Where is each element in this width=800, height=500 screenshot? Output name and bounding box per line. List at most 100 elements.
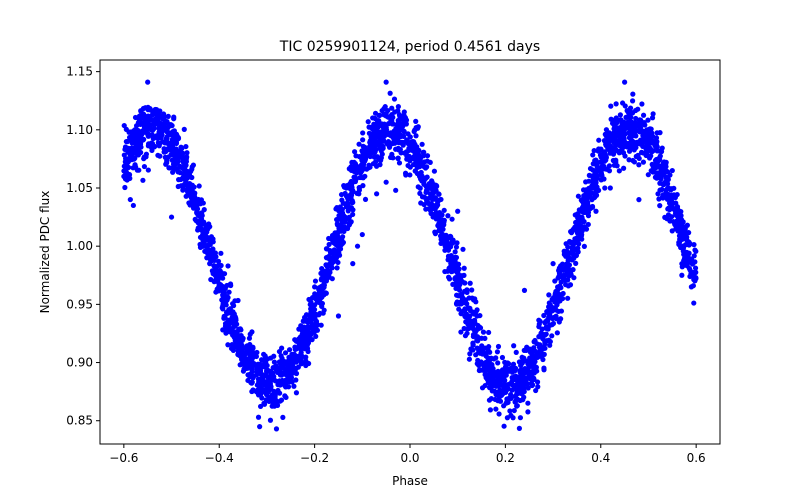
- data-point: [627, 134, 633, 140]
- data-point: [265, 398, 271, 404]
- data-point: [501, 423, 507, 429]
- data-point: [595, 167, 601, 173]
- data-point: [590, 152, 596, 158]
- data-point: [494, 380, 500, 386]
- data-point: [506, 368, 512, 374]
- data-point: [197, 213, 203, 219]
- data-point: [462, 288, 468, 294]
- data-point: [348, 191, 354, 198]
- data-point: [362, 196, 369, 203]
- data-point: [167, 130, 173, 136]
- data-point: [208, 234, 215, 240]
- data-point: [285, 384, 292, 390]
- data-point: [648, 168, 654, 174]
- data-point: [225, 263, 231, 269]
- data-point: [126, 129, 132, 135]
- data-point: [420, 149, 426, 156]
- data-point: [441, 241, 448, 247]
- data-point: [323, 246, 330, 252]
- data-point: [633, 107, 639, 114]
- data-point: [566, 238, 573, 245]
- data-point: [465, 305, 471, 311]
- data-point: [132, 155, 138, 161]
- data-point-outlier: [321, 307, 327, 313]
- data-point: [525, 400, 531, 406]
- data-point: [140, 105, 147, 112]
- data-point: [687, 267, 693, 273]
- data-point: [449, 238, 456, 244]
- data-point: [339, 197, 345, 203]
- data-point: [246, 359, 253, 365]
- data-point: [285, 359, 291, 365]
- data-point: [247, 363, 254, 369]
- data-point: [223, 298, 229, 304]
- data-point: [650, 111, 656, 117]
- data-point: [496, 394, 502, 401]
- data-point: [637, 117, 643, 123]
- data-point: [180, 159, 186, 165]
- data-point: [352, 174, 358, 180]
- data-point: [150, 110, 156, 116]
- data-point: [632, 122, 638, 128]
- data-point: [657, 153, 663, 159]
- data-point: [683, 235, 690, 241]
- data-point: [407, 158, 413, 164]
- data-point: [314, 322, 321, 328]
- data-point: [614, 163, 620, 169]
- data-point: [218, 271, 224, 277]
- data-point: [483, 350, 489, 357]
- data-point: [183, 193, 189, 199]
- data-point-outlier: [593, 208, 599, 214]
- data-point: [546, 292, 552, 298]
- data-point: [394, 122, 400, 128]
- data-point: [690, 261, 696, 267]
- data-point: [636, 162, 642, 168]
- data-point: [419, 194, 426, 200]
- data-point: [163, 147, 170, 153]
- data-point: [161, 111, 167, 117]
- data-point: [230, 301, 236, 307]
- data-point: [424, 189, 430, 195]
- data-point: [343, 204, 350, 210]
- data-point: [372, 110, 379, 116]
- data-point: [424, 153, 431, 159]
- data-point: [395, 155, 401, 161]
- data-point: [295, 338, 301, 345]
- data-point: [324, 255, 330, 261]
- data-point: [424, 174, 430, 180]
- data-point: [575, 224, 581, 230]
- data-point: [223, 320, 229, 327]
- data-point: [305, 332, 311, 338]
- data-point: [389, 105, 395, 111]
- data-point: [303, 354, 309, 360]
- data-point: [147, 117, 153, 123]
- data-point: [391, 140, 397, 146]
- data-point: [395, 104, 401, 110]
- y-tick-label: 1.05: [66, 181, 93, 195]
- data-point: [249, 379, 255, 385]
- data-point: [122, 184, 128, 191]
- data-point: [507, 408, 513, 414]
- data-point: [575, 193, 582, 199]
- data-point: [441, 222, 447, 228]
- data-point: [173, 157, 179, 164]
- data-point: [423, 206, 429, 212]
- data-point: [610, 157, 616, 164]
- data-point: [312, 278, 319, 284]
- data-point: [305, 348, 311, 355]
- data-point: [446, 274, 452, 280]
- data-point: [520, 379, 527, 386]
- data-point: [408, 142, 414, 149]
- data-point: [261, 351, 267, 357]
- data-point: [247, 331, 253, 337]
- data-point: [381, 131, 388, 137]
- data-point: [170, 165, 176, 171]
- data-point: [610, 151, 617, 157]
- data-points: [121, 79, 699, 432]
- data-point: [401, 109, 407, 115]
- data-point: [633, 141, 640, 147]
- data-point: [639, 101, 645, 107]
- data-point: [583, 209, 589, 215]
- data-point: [413, 133, 419, 139]
- y-axis: 0.85 0.90 0.95 1.00 1.05 1.10 1.15: [66, 65, 100, 428]
